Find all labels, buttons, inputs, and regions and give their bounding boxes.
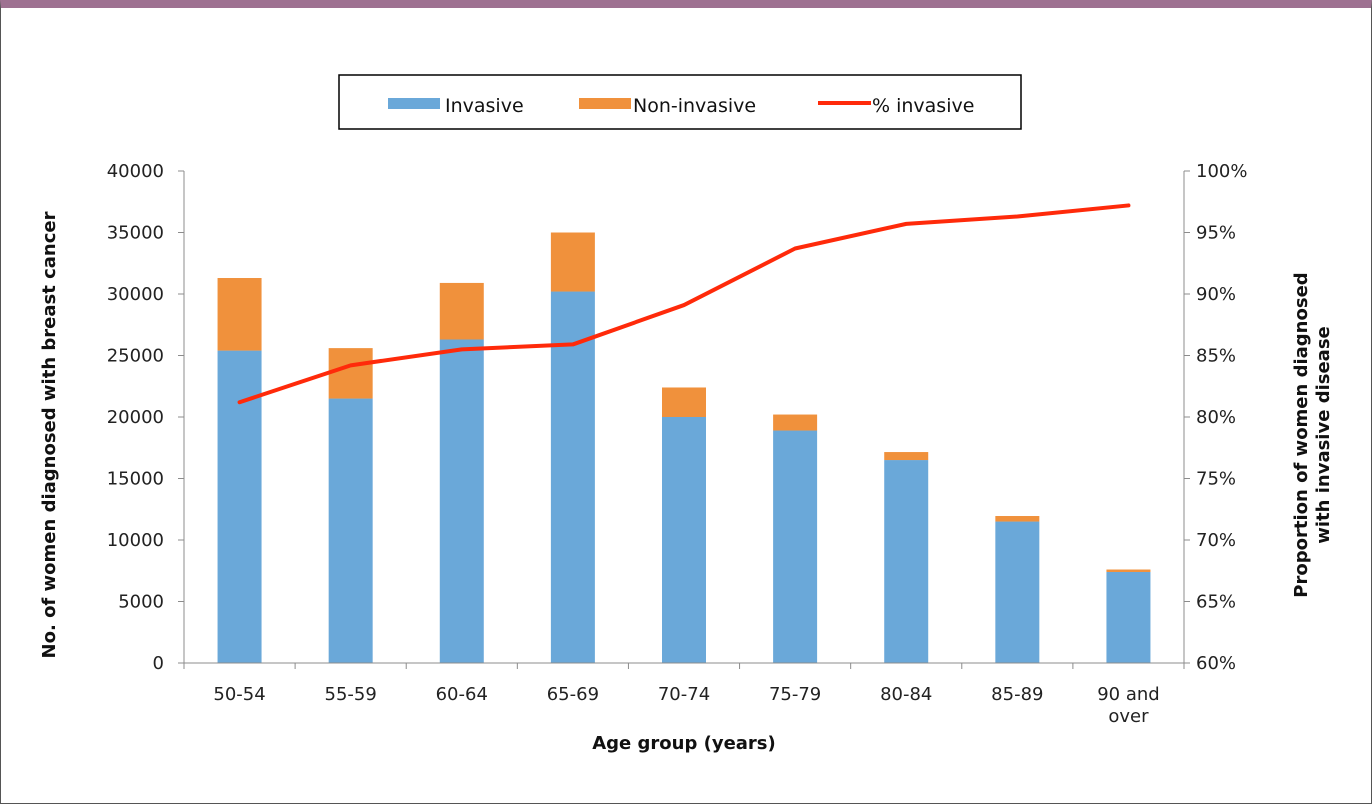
legend-label-percent-invasive: % invasive	[872, 95, 974, 117]
y2-tick-label: 85%	[1196, 346, 1236, 367]
y-tick-label: 30000	[107, 284, 164, 305]
x-tick-label: 75-79	[769, 684, 821, 705]
x-tick-label-line: 90 and	[1097, 684, 1160, 705]
legend-label-non-invasive: Non-invasive	[633, 95, 756, 117]
legend-swatch-invasive	[388, 98, 440, 109]
y-tick-label: 15000	[107, 469, 164, 490]
x-tick-label: 70-74	[658, 684, 710, 705]
x-tick-label-line: 60-64	[436, 684, 488, 705]
x-tick-label: 60-64	[436, 684, 488, 705]
line-series	[240, 205, 1129, 402]
x-axis-title: Age group (years)	[592, 733, 776, 754]
y2-axis-title: Proportion of women diagnosedwith invasi…	[1291, 272, 1334, 597]
bar-non-invasive	[1106, 570, 1150, 572]
bar-non-invasive	[329, 348, 373, 398]
x-tick-label: 80-84	[880, 684, 932, 705]
bar-non-invasive	[662, 387, 706, 417]
y2-tick-label: 90%	[1196, 284, 1236, 305]
bar-invasive	[1106, 572, 1150, 663]
y-tick-label: 5000	[118, 592, 164, 613]
x-tick-label-line: 50-54	[213, 684, 265, 705]
bar-non-invasive	[884, 452, 928, 460]
y2-tick-label: 65%	[1196, 592, 1236, 613]
bar-non-invasive	[551, 233, 595, 292]
y2-axis-title-line: Proportion of women diagnosed	[1291, 272, 1312, 597]
x-tick-label-line: 70-74	[658, 684, 710, 705]
bar-invasive	[773, 431, 817, 663]
chart: Invasive Non-invasive % invasive 0 5000 1000…	[1, 8, 1372, 812]
bars	[218, 233, 1151, 664]
y2-tick-label: 100%	[1196, 161, 1247, 182]
bar-non-invasive	[218, 278, 262, 351]
x-tick-label: 55-59	[325, 684, 377, 705]
line-percent-invasive	[240, 205, 1129, 402]
y2-tick-label: 60%	[1196, 653, 1236, 674]
x-tick-label-line: 65-69	[547, 684, 599, 705]
y-tick-label: 20000	[107, 407, 164, 428]
y2-tick-label: 95%	[1196, 223, 1236, 244]
y2-tick-label: 70%	[1196, 530, 1236, 551]
x-tick-label: 85-89	[991, 684, 1043, 705]
bar-non-invasive	[995, 516, 1039, 522]
x-tick-label: 50-54	[213, 684, 265, 705]
y2-tick-label: 80%	[1196, 407, 1236, 428]
legend-swatch-non-invasive	[579, 98, 631, 109]
y-tick-label: 35000	[107, 223, 164, 244]
bar-invasive	[440, 340, 484, 663]
x-tick-label-line: 75-79	[769, 684, 821, 705]
bar-invasive	[995, 522, 1039, 663]
legend-label-invasive: Invasive	[445, 95, 524, 117]
legend: Invasive Non-invasive % invasive	[339, 75, 1021, 129]
x-tick-label: 65-69	[547, 684, 599, 705]
x-tick-label-line: 55-59	[325, 684, 377, 705]
y-tick-label: 40000	[107, 161, 164, 182]
y-tick-label: 0	[153, 653, 164, 674]
bar-invasive	[884, 460, 928, 663]
y-tick-label: 10000	[107, 530, 164, 551]
x-tick-label-line: 85-89	[991, 684, 1043, 705]
bar-non-invasive	[440, 283, 484, 340]
x-tick-label-line: 80-84	[880, 684, 932, 705]
bar-invasive	[662, 417, 706, 663]
y-tick-label: 25000	[107, 346, 164, 367]
bar-non-invasive	[773, 415, 817, 431]
y-axis-title: No. of women diagnosed with breast cance…	[39, 211, 60, 658]
y2-axis-title-line: with invasive disease	[1313, 326, 1334, 544]
bar-invasive	[551, 292, 595, 663]
x-tick-label-line: over	[1108, 706, 1149, 727]
y2-tick-label: 75%	[1196, 469, 1236, 490]
bar-invasive	[329, 399, 373, 663]
